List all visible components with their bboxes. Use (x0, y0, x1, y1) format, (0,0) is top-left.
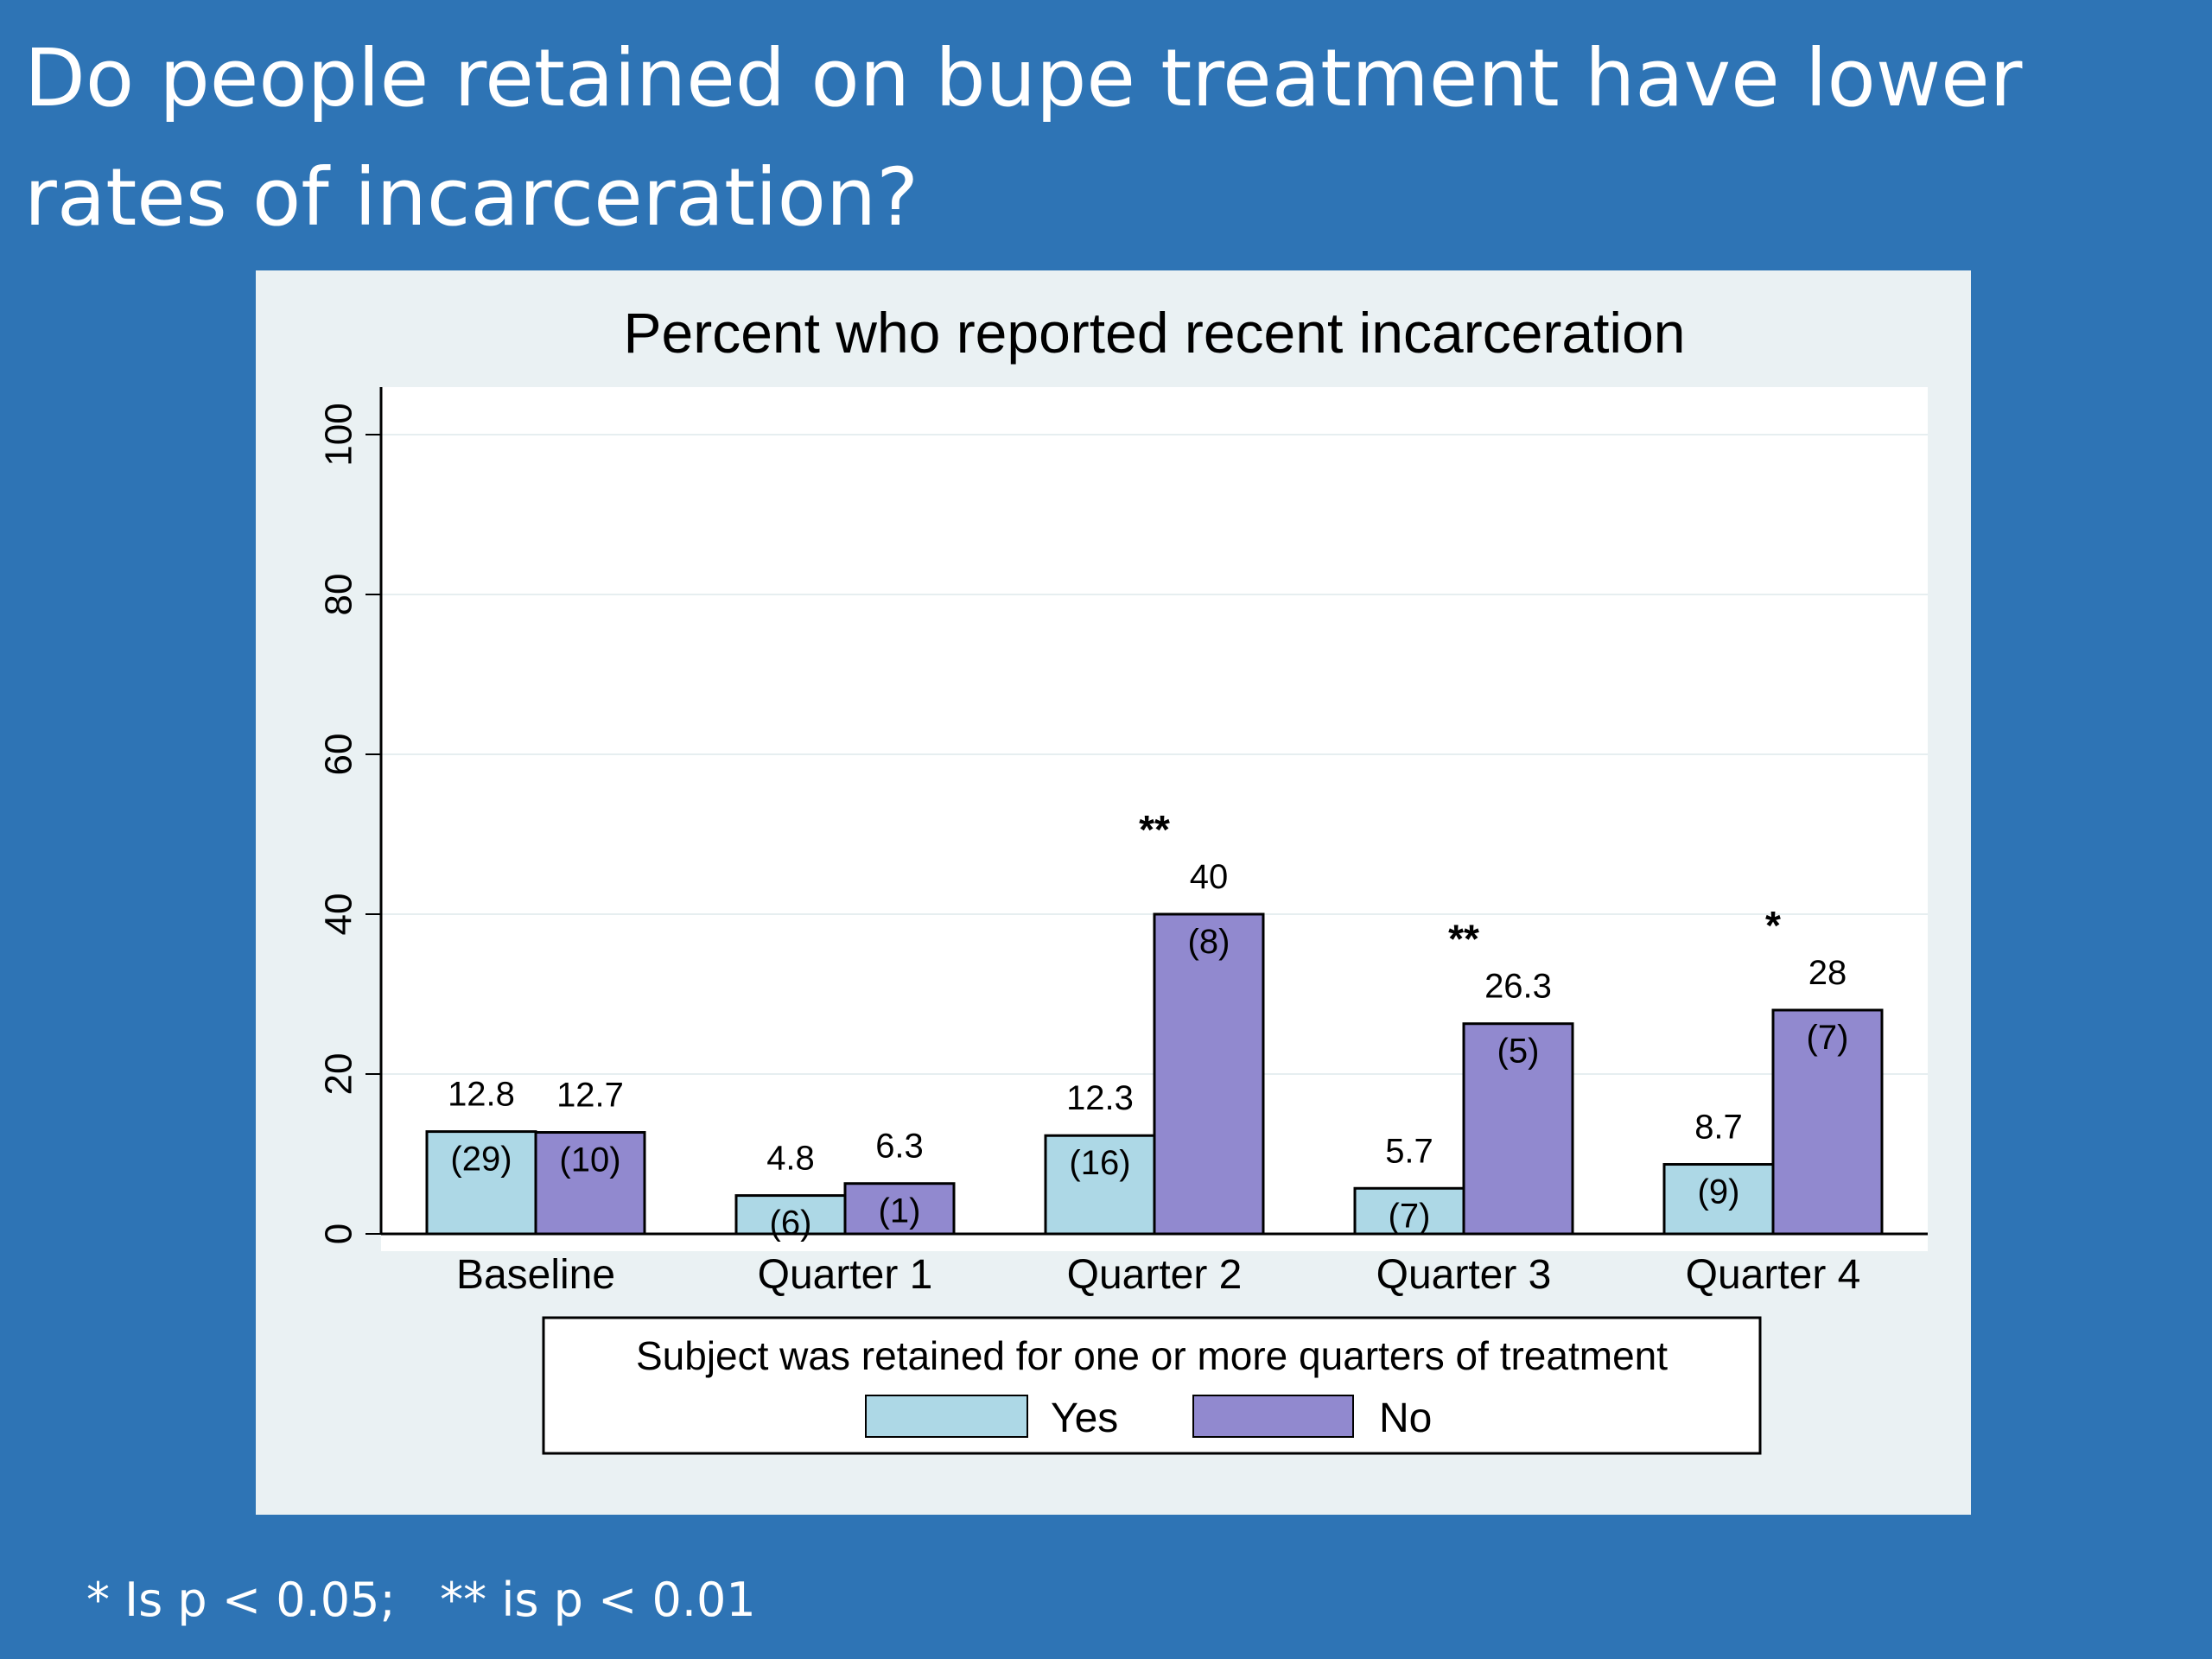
bar-yes (734, 1194, 847, 1236)
x-tick-label: Baseline (456, 1252, 615, 1298)
y-tick-label: 100 (318, 403, 360, 466)
slide-title: Do people retained on bupe treatment hav… (24, 32, 2023, 244)
count-label: (7) (1389, 1197, 1431, 1235)
bar-no (1771, 1008, 1884, 1236)
footnote: * Is p < 0.05; ** is p < 0.01 (86, 1573, 756, 1627)
bar-yes (425, 1130, 537, 1236)
legend-title: Subject was retained for one or more qua… (636, 1333, 1668, 1378)
count-label: (1) (879, 1192, 921, 1230)
legend-swatch-yes (865, 1395, 1028, 1438)
significance-marker: ** (1139, 807, 1170, 852)
x-tick-label: Quarter 1 (758, 1252, 933, 1298)
value-label: 12.8 (448, 1076, 515, 1114)
value-label: 12.7 (556, 1077, 624, 1115)
bar-no (843, 1182, 956, 1236)
count-label: (8) (1188, 923, 1230, 961)
value-label: 8.7 (1694, 1109, 1743, 1147)
bar-no (1153, 912, 1265, 1236)
x-tick-label: Quarter 2 (1067, 1252, 1243, 1298)
x-tick-label: Quarter 4 (1686, 1252, 1861, 1298)
count-label: (16) (1069, 1144, 1130, 1182)
chart-panel: 12.8 (29) 12.7 (10) 4.8 (6) 6.3 (1) 12.3 (16) 40 (8… (256, 270, 1971, 1515)
bar-chart: 12.8 (29) 12.7 (10) 4.8 (6) 6.3 (1) 12.3 (16) 40 (8… (318, 301, 1928, 1455)
count-label: (29) (450, 1141, 512, 1179)
count-label: (9) (1698, 1173, 1740, 1211)
significance-marker: * (1765, 903, 1781, 948)
legend-label-yes: Yes (1051, 1395, 1118, 1441)
y-tick-label: 80 (318, 574, 360, 616)
count-label: (7) (1807, 1019, 1849, 1057)
count-label: (5) (1497, 1033, 1540, 1071)
legend-box (542, 1316, 1762, 1455)
y-tick-label: 0 (318, 1224, 360, 1244)
bar-yes (1662, 1163, 1775, 1236)
y-tick-label: 20 (318, 1053, 360, 1096)
value-label: 26.3 (1484, 968, 1552, 1006)
value-label: 40 (1190, 858, 1229, 896)
axes: 0 20 40 60 80 100 Baseline Quarter 1 Quarter 2 Qu… (318, 387, 1928, 1298)
x-tick-label: Quarter 3 (1376, 1252, 1552, 1298)
legend: Subject was retained for one or more qua… (542, 1316, 1762, 1455)
value-label: 12.3 (1066, 1079, 1134, 1117)
count-label: (10) (559, 1141, 620, 1179)
bars: 12.8 (29) 12.7 (10) 4.8 (6) 6.3 (1) 12.3 (16) 40 (8… (425, 807, 1884, 1243)
y-tick-label: 40 (318, 893, 360, 936)
value-label: 4.8 (766, 1140, 815, 1178)
legend-label-no: No (1379, 1395, 1432, 1441)
count-label: (6) (770, 1205, 812, 1243)
value-label: 28 (1808, 954, 1847, 992)
bar-no (534, 1131, 646, 1236)
legend-swatch-no (1192, 1395, 1354, 1438)
chart-title: Percent who reported recent incarceratio… (624, 301, 1686, 365)
value-label: 5.7 (1385, 1132, 1433, 1170)
y-tick-label: 60 (318, 734, 360, 776)
value-label: 6.3 (875, 1128, 924, 1166)
significance-marker: ** (1448, 917, 1479, 962)
